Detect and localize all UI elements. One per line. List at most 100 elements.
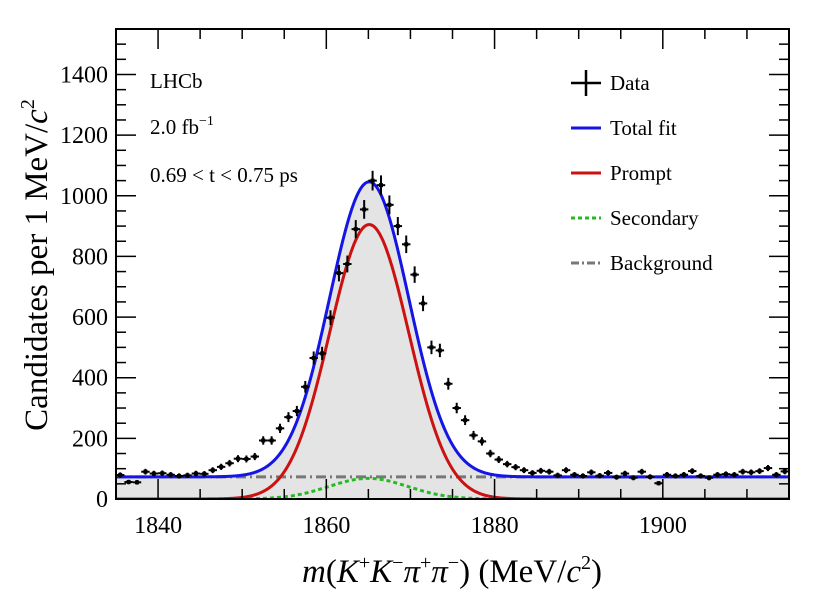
data-point [570,472,579,478]
data-point [494,456,503,464]
legend-item-secondary: Secondary [571,206,699,230]
legend-item-prompt: Prompt [571,161,672,185]
y-tick-label: 800 [72,244,108,270]
data-point [561,467,571,474]
y-tick-label: 1000 [60,184,108,210]
data-point [216,463,226,470]
data-point [578,473,588,479]
x-tick-label: 1900 [639,513,687,539]
data-point [696,473,705,479]
luminosity-value: 2.0 fb [150,115,199,139]
x-tick-label: 1880 [471,513,519,539]
data-point [780,468,789,475]
data-point [191,470,201,477]
data-point [284,412,293,423]
y-tick-label: 0 [96,487,108,513]
data-point [343,255,352,273]
data-point [385,195,394,215]
y-tick-labels: 0 200 400 600 800 1000 1200 1400 [60,62,108,513]
data-point [746,469,756,476]
data-point [486,449,495,458]
data-point [469,430,478,440]
legend-label-data: Data [610,71,650,95]
legend-item-background: Background [571,251,713,275]
legend: Data Total fit Prompt Secondary Backgrou… [571,70,713,275]
data-point [545,468,554,475]
data-point [132,480,142,485]
data-point [124,479,133,485]
data-point [317,346,327,361]
legend-item-data: Data [571,70,650,96]
legend-label-prompt: Prompt [610,161,672,185]
y-tick-label: 1400 [60,62,108,88]
legend-label-secondary: Secondary [610,206,699,230]
data-point [200,471,209,477]
data-point [612,474,621,480]
data-point [250,452,260,461]
data-point [595,472,604,479]
data-point [679,472,689,478]
data-point [511,464,520,471]
data-point [730,472,739,478]
data-point [326,310,335,326]
data-point [149,470,159,477]
data-point [427,340,436,355]
axis-ticks [115,28,790,500]
data-point [662,472,672,478]
data-point [174,473,184,479]
data-point [351,220,360,239]
x-tick-label: 1840 [134,513,182,539]
data-point [158,470,167,477]
y-tick-label: 400 [72,366,108,392]
data-point [402,235,411,254]
data-point [645,474,655,480]
y-tick-label: 200 [72,426,108,452]
data-point [334,264,344,282]
data-point [704,475,714,481]
data-point [208,467,217,474]
data-point [671,473,680,479]
data-point [637,468,646,475]
data-point [460,415,470,426]
data-point [275,423,285,433]
data-point [536,467,546,474]
data-point [772,472,781,478]
data-point [259,436,268,445]
data-point [452,402,461,414]
data-point [141,468,150,475]
data-point [267,436,276,445]
data-point [116,472,125,478]
data-point [301,380,310,393]
data-point [528,470,537,476]
data-point [309,351,318,365]
time-bin-label: 0.69 < t < 0.75 ps [150,163,298,187]
data-point [713,472,722,478]
data-point [620,470,630,477]
data-point [477,437,487,446]
legend-item-total-fit: Total fit [571,116,677,140]
data-point [721,471,731,477]
data-point [233,455,243,463]
data-point [410,266,419,283]
data-point [435,343,445,358]
data-point [225,459,234,467]
y-axis-title: Candidates per 1 MeV/c2 [17,99,55,431]
x-axis-title: m(K+K−π+π−) (MeV/c2) [302,552,602,590]
legend-label-background: Background [610,251,713,275]
data-point [654,481,663,486]
data-point [629,475,638,481]
data-point [502,460,512,468]
data-point [553,472,562,479]
x-tick-labels: 1840 1860 1880 1900 [134,513,687,539]
data-point [688,468,697,475]
data-point [359,200,369,219]
data-point [183,472,192,479]
x-tick-label: 1860 [302,513,350,539]
data-point [166,472,175,478]
luminosity-label: 2.0 fb−1 [150,114,214,139]
data-point [292,405,302,417]
data-point [418,295,428,312]
y-tick-label: 1200 [60,123,108,149]
data-point [519,467,529,474]
data-point [393,217,403,236]
